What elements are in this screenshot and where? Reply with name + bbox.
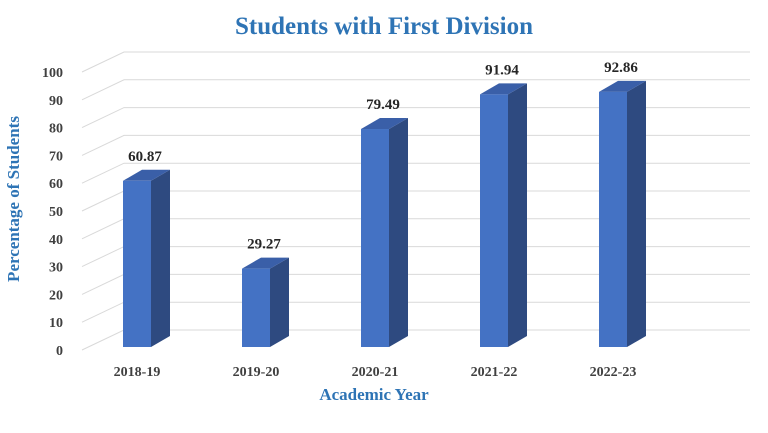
gridline [81,134,750,156]
bar [599,80,646,348]
chart-title: Students with First Division [235,13,533,40]
bar-top [599,80,646,92]
gridline [81,301,750,323]
gridline [81,162,750,184]
y-tick-label: 0 [56,344,63,359]
bar-side [270,257,289,347]
gridlines [81,51,750,351]
x-tick-label: 2018-19 [114,365,161,380]
bar-side [151,169,170,347]
y-tick-label: 60 [49,177,63,192]
y-tick-label: 10 [49,316,63,331]
x-tick-label: 2022-23 [590,365,637,380]
bar-top [123,169,170,181]
bar-side [389,118,408,348]
bar-front [480,94,508,347]
bar-top [361,118,408,130]
bar-top [480,83,527,95]
data-label: 92.86 [604,60,638,76]
data-label: 60.87 [128,149,162,165]
gridline [81,329,750,351]
bar-front [361,129,389,347]
gridline [81,51,750,73]
y-tick-label: 20 [49,288,63,303]
bar-side [508,83,527,347]
x-tick-label: 2019-20 [233,365,280,380]
bar [480,83,527,347]
x-axis-ticks: 2018-19 2019-20 2020-21 2021-22 2022-23 [114,365,637,380]
y-tick-label: 40 [49,233,63,248]
bar-front [242,268,270,347]
y-axis-title: Percentage of Students [4,116,23,282]
x-axis-title: Academic Year [319,385,429,404]
bar [123,169,170,347]
y-tick-label: 90 [49,94,63,109]
y-tick-label: 30 [49,261,63,276]
x-tick-label: 2021-22 [471,365,518,380]
y-axis-ticks: 0 10 20 30 40 50 60 70 80 90 100 [42,66,63,359]
y-tick-label: 80 [49,122,63,137]
bar-front [123,180,151,347]
data-label: 29.27 [247,237,281,253]
y-tick-label: 50 [49,205,63,220]
bars [123,80,646,348]
gridline [81,190,750,212]
bar-top [242,257,289,269]
bar-front [599,91,627,347]
gridline [81,107,750,129]
bar [242,257,289,347]
gridline [81,218,750,240]
gridline [81,246,750,268]
gridline [81,273,750,295]
data-labels: 60.87 29.27 79.49 91.94 92.86 [128,60,638,253]
gridline [81,79,750,101]
data-label: 79.49 [366,97,400,113]
y-tick-label: 100 [42,66,63,81]
data-label: 91.94 [485,62,519,78]
bar-side [627,80,646,348]
y-tick-label: 70 [49,149,63,164]
x-tick-label: 2020-21 [352,365,399,380]
bar [361,118,408,348]
